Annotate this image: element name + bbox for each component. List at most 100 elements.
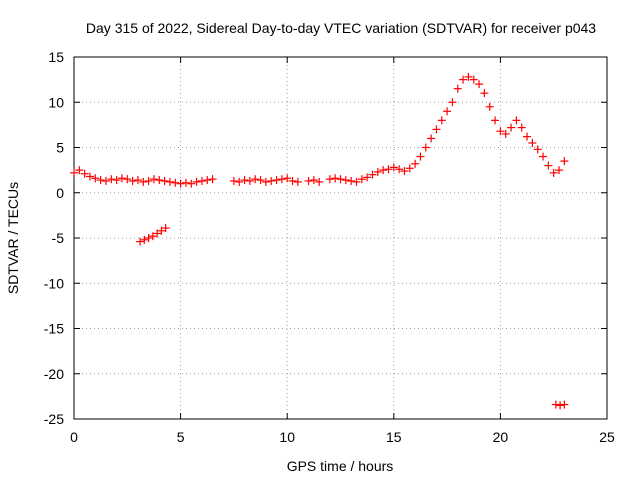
data-point [133, 176, 142, 185]
data-point [261, 177, 270, 186]
data-point [539, 152, 548, 161]
data-point [400, 167, 409, 176]
data-point [427, 134, 436, 143]
data-point [157, 226, 166, 235]
data-point [555, 166, 564, 175]
data-point [171, 178, 180, 187]
data-point [128, 176, 137, 185]
data-point [411, 159, 420, 168]
data-point [75, 166, 84, 175]
data-point [101, 176, 110, 185]
data-point [368, 170, 377, 179]
data-points [70, 72, 569, 410]
data-point [304, 176, 313, 185]
data-point [485, 102, 494, 111]
data-point [315, 177, 324, 186]
data-point [501, 129, 510, 138]
data-point [384, 165, 393, 174]
data-point [245, 176, 254, 185]
data-point [165, 177, 174, 186]
data-point [208, 175, 217, 184]
data-point [347, 176, 356, 185]
x-tick-label: 15 [386, 429, 402, 445]
data-point [80, 169, 89, 178]
data-point [416, 152, 425, 161]
data-point [96, 176, 105, 185]
x-tick-label: 10 [279, 429, 295, 445]
data-point [459, 75, 468, 84]
data-point [187, 179, 196, 188]
data-point [181, 178, 190, 187]
data-point [117, 174, 126, 183]
data-point [480, 89, 489, 98]
data-point [107, 175, 116, 184]
data-point [256, 176, 265, 185]
data-point [421, 143, 430, 152]
y-tick-label: 0 [56, 185, 64, 201]
data-point [161, 224, 170, 233]
data-point [453, 84, 462, 93]
data-point [136, 237, 145, 246]
data-point [325, 175, 334, 184]
x-axis-label: GPS time / hours [287, 458, 394, 474]
data-point [148, 232, 157, 241]
data-point [551, 400, 560, 409]
y-tick-label: 10 [48, 94, 64, 110]
data-point [491, 116, 500, 125]
x-tick-label: 0 [70, 429, 78, 445]
data-point [507, 123, 516, 132]
data-point [235, 177, 244, 186]
data-point [556, 401, 565, 410]
data-point [533, 145, 542, 154]
data-point [448, 98, 457, 107]
x-tick-label: 20 [493, 429, 509, 445]
data-point [197, 176, 206, 185]
data-point [549, 168, 558, 177]
data-point [341, 176, 350, 185]
data-point [373, 167, 382, 176]
data-point [176, 179, 185, 188]
data-point [192, 177, 201, 186]
plot-frame [73, 56, 608, 420]
x-tick-label: 25 [599, 429, 615, 445]
y-tick-label: 5 [56, 140, 64, 156]
data-point [140, 235, 149, 244]
data-point [309, 176, 318, 185]
data-point [464, 72, 473, 81]
data-point [517, 123, 526, 132]
data-point [139, 177, 148, 186]
data-point [437, 116, 446, 125]
data-point [363, 173, 372, 182]
data-point [144, 176, 153, 185]
data-point [123, 175, 132, 184]
data-point [405, 164, 414, 173]
data-point [336, 175, 345, 184]
data-point [389, 163, 398, 172]
data-point [267, 176, 276, 185]
y-tick-label: -5 [52, 230, 65, 246]
data-point [560, 157, 569, 166]
tick-layer: 0 5 10 15 20 25 -25 -20 -15 -10 -5 0 5 10 15 [44, 49, 615, 445]
data-point [443, 107, 452, 116]
data-point [475, 80, 484, 89]
data-point [293, 177, 302, 186]
data-point [149, 175, 158, 184]
y-tick-label: -15 [44, 321, 64, 337]
data-point [85, 172, 94, 181]
data-point [379, 166, 388, 175]
y-tick-label: -10 [44, 275, 64, 291]
data-point [272, 176, 281, 185]
data-point [523, 132, 532, 141]
data-point [229, 176, 238, 185]
data-point [288, 176, 297, 185]
data-point [432, 125, 441, 134]
data-point [560, 400, 569, 409]
data-point [153, 229, 162, 238]
chart-title: Day 315 of 2022, Sidereal Day-to-day VTE… [86, 20, 596, 36]
data-point [155, 176, 164, 185]
data-point [528, 138, 537, 147]
data-point [160, 176, 169, 185]
data-point [469, 75, 478, 84]
data-point [251, 175, 260, 184]
data-point [512, 116, 521, 125]
